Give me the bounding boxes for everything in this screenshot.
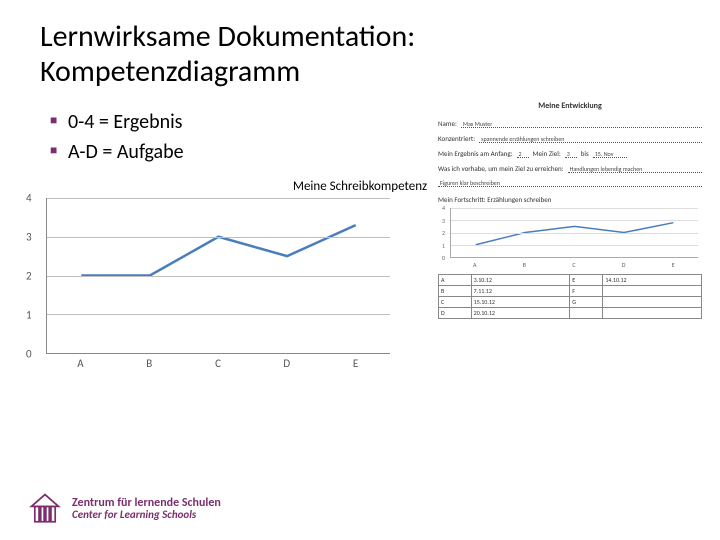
ws-table-cell: E: [570, 275, 603, 286]
y-tick-label: 1: [26, 309, 32, 322]
ws-table-cell: 3.10.12: [471, 275, 570, 286]
worksheet-preview: Meine Entwicklung Name: Max Muster Konze…: [430, 95, 710, 395]
ws-bis-label: bis: [581, 149, 589, 158]
ws-table-cell: [570, 308, 603, 319]
chart-area: 01234ABCDE: [40, 198, 390, 368]
x-tick-label: C: [215, 357, 221, 370]
ws-erg-label: Mein Ergebnis am Anfang:: [438, 149, 513, 158]
x-tick-label: B: [146, 357, 152, 370]
ws-table-cell: C: [439, 297, 472, 308]
ws-table-cell: 20.10.12: [471, 308, 570, 319]
footer-text: Zentrum für lernende Schulen Center for …: [72, 497, 221, 521]
ws-table-cell: 15.10.12: [471, 297, 570, 308]
y-tick-label: 0: [26, 348, 32, 361]
ws-vorhabe-value: Handlungen lebendig machen: [568, 165, 702, 173]
footer: Zentrum für lernende Schulen Center for …: [28, 492, 221, 526]
ws-erg-val: 2: [517, 150, 529, 158]
footer-line2: Center for Learning Schools: [72, 509, 221, 521]
title-line1: Lernwirksame Dokumentation:: [40, 18, 415, 55]
ws-konz-value: spannende erzählungen schreiben: [479, 135, 702, 143]
ws-table-cell: 7.11.12: [471, 286, 570, 297]
ws-konz-label: Konzentriert:: [438, 134, 475, 143]
ws-table-cell: D: [439, 308, 472, 319]
ws-table-cell: 14.10.12: [603, 275, 702, 286]
ws-title: Meine Entwicklung: [438, 101, 702, 111]
ws-name-label: Name:: [438, 119, 457, 128]
chart-plot: [46, 198, 390, 354]
ws-ziel-label: Mein Ziel:: [533, 149, 561, 158]
ws-table-cell: [603, 308, 702, 319]
x-tick-label: A: [77, 357, 83, 370]
ws-vorhabe-label: Was ich vorhabe, um mein Ziel zu erreich…: [438, 164, 564, 173]
y-tick-label: 3: [26, 231, 32, 244]
ws-mini-plot: [450, 208, 698, 258]
ws-table-cell: A: [439, 275, 472, 286]
ws-extra-value: Figuren klar beschreiben: [438, 179, 702, 187]
ws-table-cell: [603, 286, 702, 297]
page-title: Lernwirksame Dokumentation: Kompetenzdia…: [40, 20, 680, 89]
y-tick-label: 2: [26, 270, 32, 283]
ws-bis-val: 15. Nov: [593, 150, 627, 158]
x-tick-label: E: [353, 357, 358, 370]
ws-table-cell: B: [439, 286, 472, 297]
y-tick-label: 4: [26, 192, 32, 205]
x-tick-label: D: [283, 357, 290, 370]
ws-mini-chart: 01234ABCDE: [438, 208, 702, 268]
title-line2: Kompetenzdiagramm: [40, 53, 300, 90]
ws-table-cell: G: [570, 297, 603, 308]
ws-table-cell: F: [570, 286, 603, 297]
ws-subtitle: Mein Fortschritt: Erzählungen schreiben: [438, 195, 702, 204]
ws-name-value: Max Muster: [461, 120, 702, 128]
ws-table: A3.10.12E14.10.12 B7.11.12F C15.10.12G D20.…: [438, 274, 702, 319]
logo-icon: [28, 492, 62, 526]
ws-ziel-val: 3: [565, 150, 577, 158]
ws-table-cell: [603, 297, 702, 308]
